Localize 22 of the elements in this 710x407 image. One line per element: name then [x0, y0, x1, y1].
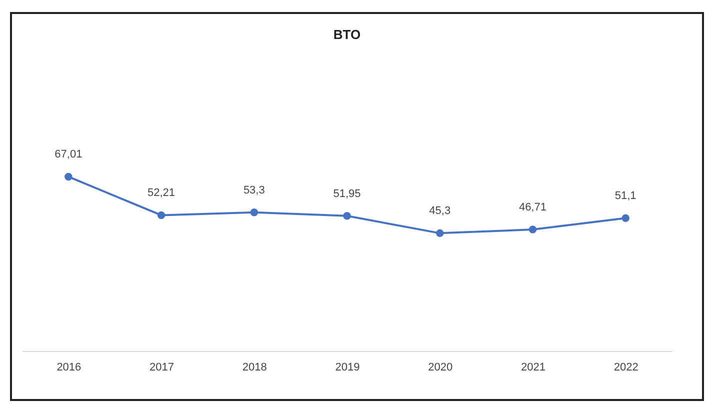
point [250, 208, 258, 216]
point [157, 211, 166, 220]
point [343, 212, 351, 220]
x-tick-label: 2018 [242, 362, 267, 374]
point [528, 226, 537, 234]
data-label: 53,3 [243, 184, 265, 196]
point [436, 229, 444, 238]
x-tick-label: 2020 [428, 362, 453, 374]
point [622, 214, 630, 222]
x-tick-label: 2016 [56, 362, 82, 374]
data-label: 46,71 [518, 202, 546, 214]
data-label: 52,21 [148, 187, 176, 200]
point [64, 172, 72, 181]
x-tick-label: 2019 [335, 362, 360, 374]
data-label: 51,95 [333, 188, 361, 200]
x-tick-label: 2021 [520, 362, 546, 374]
data-label: 45,3 [429, 205, 451, 218]
data-label: 51,1 [614, 190, 636, 202]
chart-title: BTO [333, 27, 361, 42]
x-tick-label: 2017 [150, 362, 174, 374]
data-label: 67,01 [54, 148, 82, 161]
x-tick-label: 2022 [614, 362, 638, 374]
